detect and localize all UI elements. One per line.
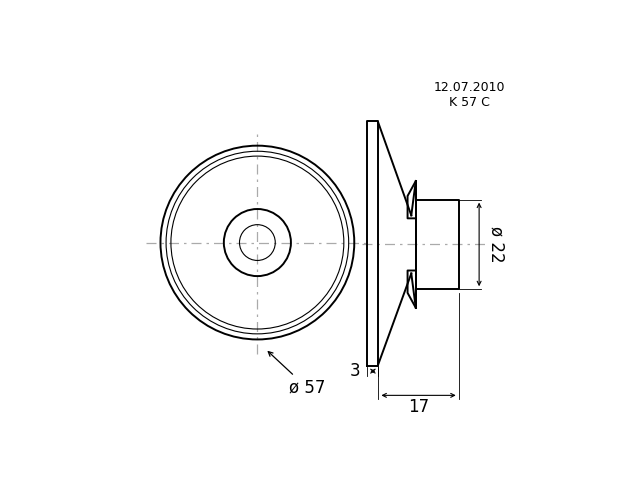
Text: ø 22: ø 22 [488, 226, 506, 263]
Text: 3: 3 [350, 362, 361, 380]
Text: 17: 17 [408, 397, 429, 416]
Text: 12.07.2010: 12.07.2010 [434, 81, 506, 94]
Text: K 57 C: K 57 C [450, 96, 490, 109]
Text: ø 57: ø 57 [269, 351, 325, 397]
